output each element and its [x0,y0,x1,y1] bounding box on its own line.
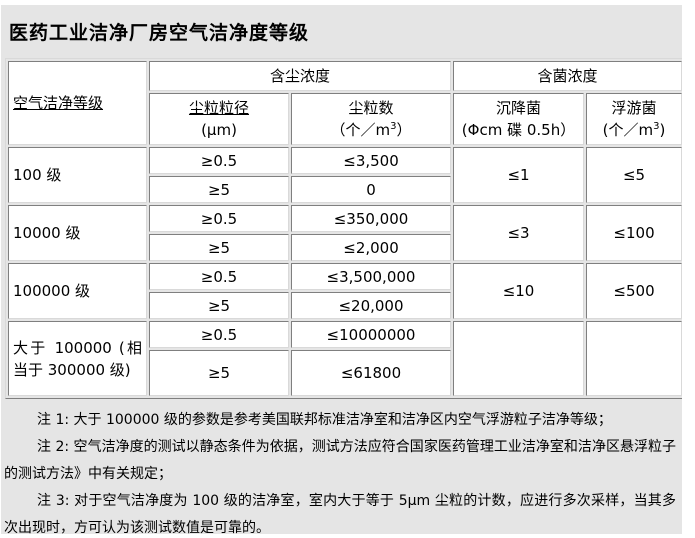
size-cell: ≥5 [149,176,289,203]
header-dust-size: 尘粒粒径 (μm) [149,93,289,145]
float-cell [586,321,682,396]
float-label: 浮游菌 [611,99,657,117]
dust-count-unit: （个／m3） [330,121,412,139]
table-header-row-units: 尘粒粒径 (μm) 尘粒数 （个／m3） 沉降菌 (Φcm 碟 0.5h） 浮游… [8,93,682,145]
count-cell: ≤3,500 [291,147,452,174]
float-cell: ≤5 [586,147,682,203]
table-header-row-groups: 空气洁净等级 含尘浓度 含菌浓度 [8,61,682,145]
count-cell: ≤61800 [291,350,452,396]
dust-size-label: 尘粒粒径 [188,99,249,117]
count-cell: ≤10000000 [291,321,452,348]
header-dust-group: 含尘浓度 [149,61,452,91]
dust-size-unit: (μm) [201,121,237,139]
table-row: ≥5 ≤20,000 [8,292,682,319]
size-cell: ≥5 [149,292,289,319]
settle-cell: ≤3 [453,205,585,261]
count-cell: ≤3,500,000 [291,263,452,290]
count-cell: ≤20,000 [291,292,452,319]
page-title: 医药工业洁净厂房空气洁净度等级 [9,22,310,44]
size-cell: ≥5 [149,234,289,261]
footnote-1: 注 1: 大于 100000 级的参数是参考美国联邦标准洁净室和洁净区内空气浮游… [37,412,612,428]
grade-cell-100000: 100000 级 [8,263,147,319]
cleanliness-grades-table: 空气洁净等级 含尘浓度 含菌浓度 尘粒粒径 (μm) 尘粒数 （个／m3） 沉降… [5,58,682,399]
dust-count-label: 尘粒数 [348,99,394,117]
settle-cell [453,321,585,396]
table-row: 100 级 ≥0.5 ≤3,500 ≤1 ≤5 [8,147,682,203]
settle-label: 沉降菌 [496,99,542,117]
count-cell: 0 [291,176,452,203]
table-row: ≥5 ≤61800 [8,350,682,396]
header-grade-column: 空气洁净等级 [8,61,147,145]
header-settle-bacteria: 沉降菌 (Φcm 碟 0.5h） [453,93,585,145]
size-cell: ≥0.5 [149,263,289,290]
header-bacteria-group: 含菌浓度 [453,61,682,91]
footnote-2: 注 2: 空气洁净度的测试以静态条件为依据，测试方法应符合国家医药管理工业洁净室… [4,439,676,482]
page-background: 医药工业洁净厂房空气洁净度等级 空气洁净等级 含尘浓度 含菌浓度 尘粒粒径 (μ… [1,5,682,534]
settle-cell: ≤10 [453,263,585,319]
table-row: ≥5 ≤2,000 [8,234,682,261]
grade-cell-10000: 10000 级 [8,205,147,261]
size-cell: ≥0.5 [149,147,289,174]
table-row: 100000 级 ≥0.5 ≤3,500,000 ≤10 ≤500 [8,263,682,319]
grade-cell-over-100000: 大于 100000 (相当于 300000 级) [8,321,147,396]
footnotes: 注 1: 大于 100000 级的参数是参考美国联邦标准洁净室和洁净区内空气浮游… [4,407,676,534]
settle-cell: ≤1 [453,147,585,203]
count-cell: ≤350,000 [291,205,452,232]
count-cell: ≤2,000 [291,234,452,261]
size-cell: ≥0.5 [149,321,289,348]
table-row: ≥5 0 [8,176,682,203]
header-dust-count: 尘粒数 （个／m3） [291,93,452,145]
float-cell: ≤500 [586,263,682,319]
table-row: 10000 级 ≥0.5 ≤350,000 ≤3 ≤100 [8,205,682,261]
footnote-3: 注 3: 对于空气洁净度为 100 级的洁净室，室内大于等于 5μm 尘粒的计数… [4,493,676,534]
size-cell: ≥5 [149,350,289,396]
float-cell: ≤100 [586,205,682,261]
settle-unit: (Φcm 碟 0.5h） [461,121,576,139]
float-unit: (个／m3) [602,121,666,139]
header-grade-label: 空气洁净等级 [13,94,104,112]
header-float-bacteria: 浮游菌 (个／m3) [586,93,682,145]
table-row: 大于 100000 (相当于 300000 级) ≥0.5 ≤10000000 [8,321,682,396]
grade-cell-100: 100 级 [8,147,147,203]
size-cell: ≥0.5 [149,205,289,232]
